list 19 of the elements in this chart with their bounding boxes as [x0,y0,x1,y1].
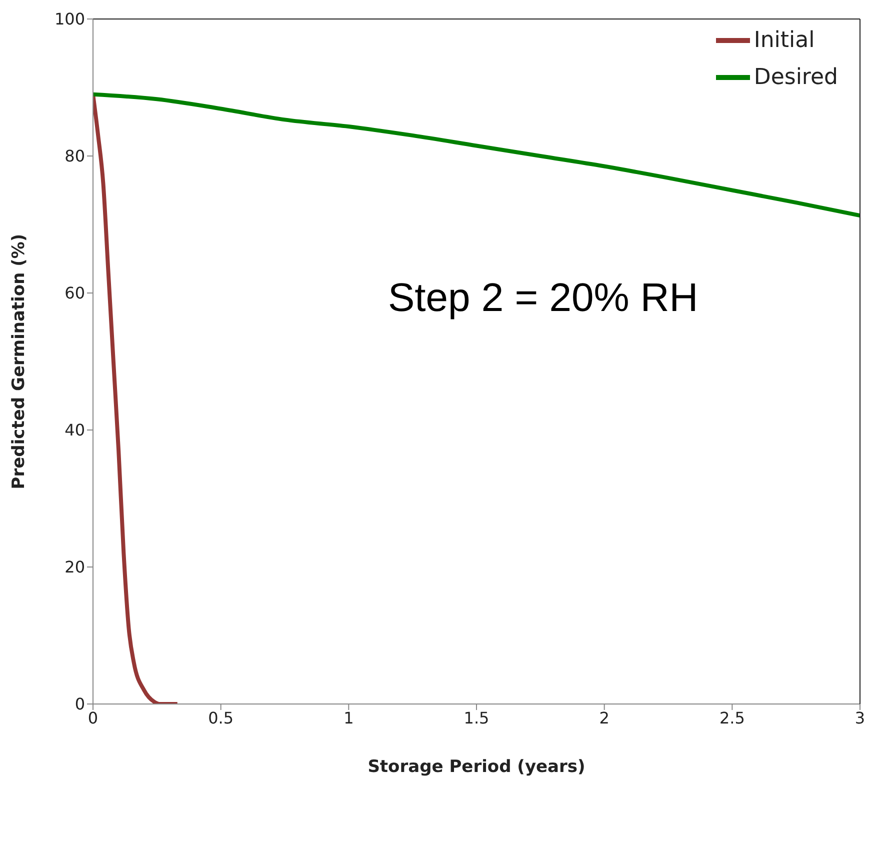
y-axis-title: Predicted Germination (%) [9,234,30,490]
x-tick-label: 0 [88,708,98,728]
x-tick-label: 2 [599,708,610,728]
x-tick-label: 1.5 [464,708,490,728]
x-tick-label: 3 [854,708,866,728]
y-tick-label: 60 [64,284,85,303]
x-tick-label: 0.5 [208,708,234,728]
x-tick-label: 1 [344,708,354,728]
y-tick-label: 40 [64,420,85,440]
y-tick-label: 80 [64,146,85,166]
annotation: Step 2 = 20% RH [388,276,698,321]
legend-label: Desired [754,65,838,90]
line-series [93,92,860,218]
x-tick-label: 2.5 [719,708,745,728]
x-axis-title: Storage Period (years) [368,757,586,777]
y-tick-label: 0 [74,694,85,714]
legend-label: Initial [754,28,815,53]
y-tick-label: 20 [64,558,85,577]
y-tick-label: 100 [54,10,85,29]
